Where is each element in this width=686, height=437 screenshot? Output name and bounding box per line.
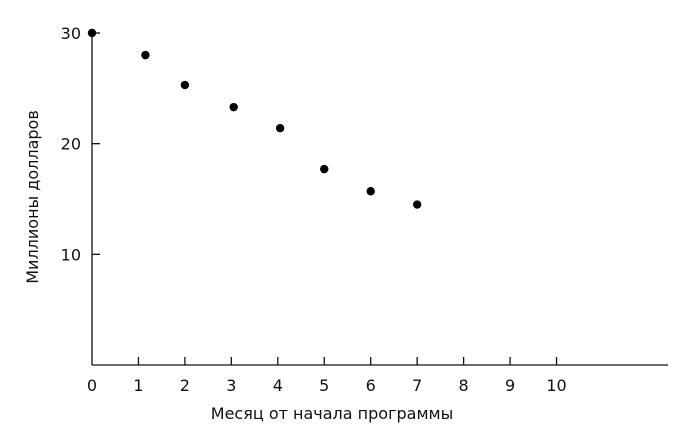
data-point (412, 200, 422, 209)
data-point (87, 28, 97, 38)
x-tick-label: 6 (366, 376, 376, 395)
x-tick-label: 10 (546, 376, 566, 395)
y-tick-label: 20 (61, 135, 81, 154)
data-point (320, 164, 329, 174)
plot-area: 0 1 2 3 4 5 6 7 8 9 10 10 20 30 (61, 24, 668, 395)
x-tick-label: 8 (459, 376, 469, 395)
data-points (87, 28, 422, 209)
x-tick-label: 1 (133, 376, 143, 395)
data-point (229, 102, 238, 112)
y-axis-title: Миллионы долларов (23, 110, 42, 284)
data-point (180, 80, 190, 90)
x-tick-label: 5 (319, 376, 329, 395)
x-tick-label: 2 (180, 376, 190, 395)
x-tick-label: 4 (273, 376, 283, 395)
data-point (141, 50, 150, 60)
x-ticks: 0 1 2 3 4 5 6 7 8 9 10 (87, 357, 567, 395)
y-tick-label: 30 (61, 24, 81, 43)
data-point (366, 187, 375, 196)
y-tick-label: 10 (61, 245, 81, 264)
x-tick-label: 3 (226, 376, 236, 395)
x-tick-label: 0 (87, 376, 97, 395)
data-point (275, 123, 285, 133)
x-tick-label: 9 (505, 376, 515, 395)
y-ticks: 10 20 30 (61, 24, 100, 264)
x-tick-label: 7 (412, 376, 422, 395)
x-axis-title: Месяц от начала программы (211, 404, 453, 423)
